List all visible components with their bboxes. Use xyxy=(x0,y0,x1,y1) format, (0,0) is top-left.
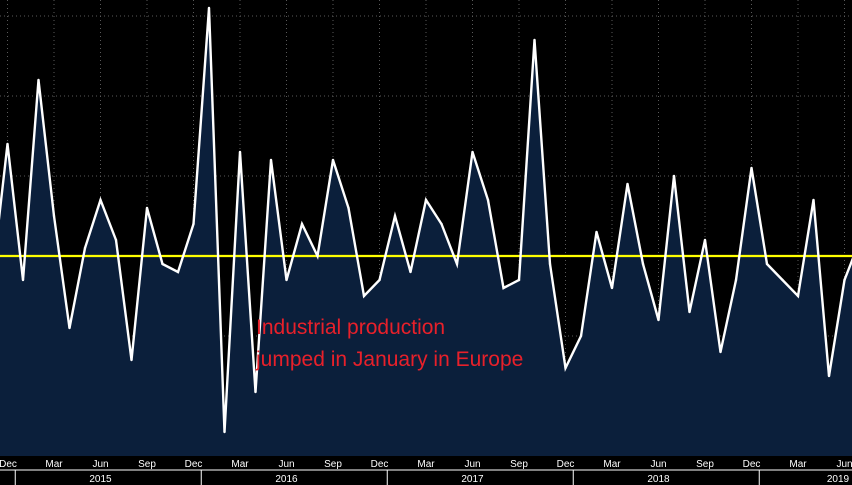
data-point xyxy=(223,430,226,434)
x-tick-label: Mar xyxy=(45,459,63,470)
data-point xyxy=(378,278,381,282)
data-point xyxy=(765,262,769,266)
data-point xyxy=(827,374,831,378)
series-line xyxy=(0,7,852,433)
data-points xyxy=(6,6,846,434)
x-tick-label: Mar xyxy=(789,459,807,470)
data-point xyxy=(471,150,474,154)
data-point xyxy=(68,326,71,330)
data-point xyxy=(440,222,443,226)
data-point xyxy=(238,150,242,154)
data-point xyxy=(21,278,25,282)
data-point xyxy=(254,390,257,394)
data-point xyxy=(843,278,846,282)
data-point xyxy=(99,198,102,202)
x-tick-label: Mar xyxy=(417,459,435,470)
data-point xyxy=(688,310,691,314)
x-tick-label: Dec xyxy=(0,459,17,470)
x-tick-label: Jun xyxy=(92,459,108,470)
data-point xyxy=(161,262,164,266)
data-point xyxy=(362,294,366,298)
data-point xyxy=(316,254,319,258)
data-point xyxy=(285,278,288,282)
data-point xyxy=(750,166,753,170)
data-point xyxy=(641,262,645,266)
x-year-label: 2016 xyxy=(275,474,298,485)
x-tick-label: Jun xyxy=(464,459,480,470)
data-point xyxy=(409,270,412,274)
x-tick-label: Dec xyxy=(371,459,389,470)
x-tick-label: Jun xyxy=(650,459,666,470)
x-tick-label: Sep xyxy=(510,459,528,470)
data-point xyxy=(114,238,118,242)
x-tick-label: Dec xyxy=(557,459,575,470)
data-point xyxy=(207,6,211,10)
data-point xyxy=(595,230,598,234)
data-point xyxy=(145,206,149,210)
data-point xyxy=(192,222,195,226)
data-point xyxy=(52,214,56,218)
data-point xyxy=(579,334,583,338)
data-point xyxy=(269,158,273,162)
data-point xyxy=(672,174,676,178)
data-point xyxy=(564,366,567,370)
x-tick-label: Mar xyxy=(231,459,249,470)
x-year-label: 2017 xyxy=(461,474,484,485)
x-year-label: 2018 xyxy=(647,474,670,485)
data-point xyxy=(781,278,784,282)
x-tick-label: Sep xyxy=(324,459,342,470)
x-year-label: 2019 xyxy=(827,474,850,485)
data-point xyxy=(533,38,536,42)
annotation-line-1: Industrial production xyxy=(256,316,445,339)
data-point xyxy=(734,278,738,282)
x-tick-label: Jun xyxy=(278,459,294,470)
data-point xyxy=(796,294,800,298)
x-tick-label: Dec xyxy=(743,459,761,470)
x-tick-label: Mar xyxy=(603,459,621,470)
data-point xyxy=(703,238,707,242)
data-point xyxy=(719,350,722,354)
data-point xyxy=(424,198,428,202)
x-tick-label: Sep xyxy=(138,459,156,470)
x-axis-year-labels: 2015 2016 2017 2018 2019 xyxy=(14,470,850,485)
data-point xyxy=(83,246,87,250)
data-point xyxy=(812,198,815,202)
data-point xyxy=(486,198,490,202)
x-axis-month-labels: Dec Mar Jun Sep Dec Mar Jun Sep Dec Mar Jun Sep Dec M… xyxy=(0,459,852,470)
data-point xyxy=(37,78,40,82)
data-point xyxy=(502,286,505,290)
data-point xyxy=(626,182,629,186)
data-point xyxy=(455,262,459,266)
data-point xyxy=(6,142,9,146)
x-tick-label: Jun xyxy=(836,459,852,470)
data-point xyxy=(176,270,180,274)
data-point xyxy=(517,278,521,282)
data-point xyxy=(393,214,397,218)
data-point xyxy=(130,358,133,362)
data-point xyxy=(610,286,614,290)
data-point xyxy=(331,158,335,162)
data-point xyxy=(657,318,660,322)
x-year-label: 2015 xyxy=(89,474,112,485)
data-point xyxy=(300,222,304,226)
data-point xyxy=(347,206,350,210)
x-tick-label: Sep xyxy=(696,459,714,470)
annotation-line-2: jumped in January in Europe xyxy=(255,348,523,371)
x-tick-label: Dec xyxy=(185,459,203,470)
data-point xyxy=(548,262,552,266)
